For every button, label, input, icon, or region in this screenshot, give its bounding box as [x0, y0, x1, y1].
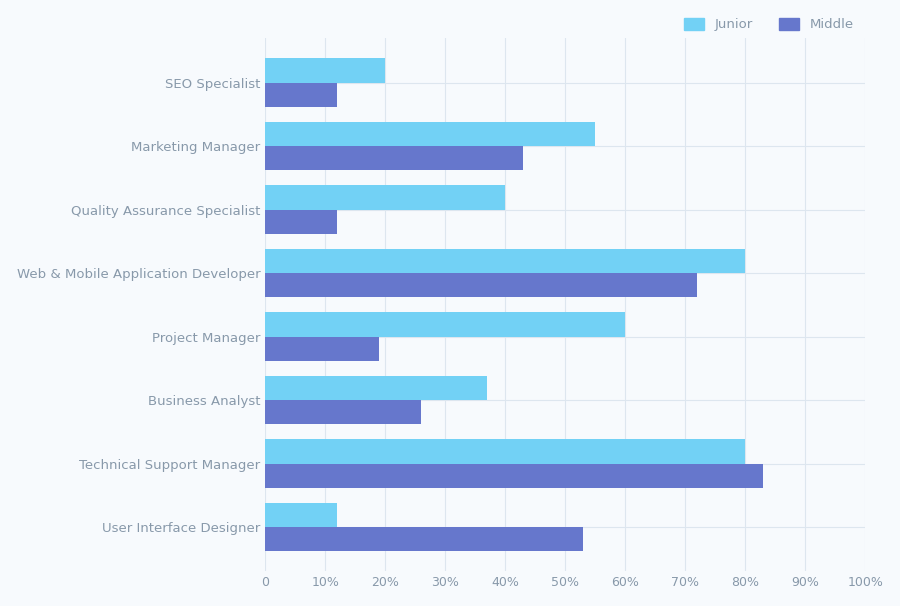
Bar — [266, 122, 595, 146]
Bar — [266, 58, 385, 82]
Bar — [266, 503, 338, 527]
Bar — [266, 336, 379, 361]
Bar — [266, 82, 338, 107]
Bar — [266, 527, 583, 551]
Bar — [266, 464, 763, 488]
Bar — [266, 400, 421, 424]
Bar — [266, 312, 626, 336]
Legend: Junior, Middle: Junior, Middle — [679, 13, 859, 36]
Bar — [266, 185, 505, 210]
Bar — [266, 210, 338, 234]
Bar — [266, 376, 487, 400]
Bar — [266, 249, 745, 273]
Bar — [266, 146, 523, 170]
Bar — [266, 439, 745, 464]
Bar — [266, 273, 698, 297]
